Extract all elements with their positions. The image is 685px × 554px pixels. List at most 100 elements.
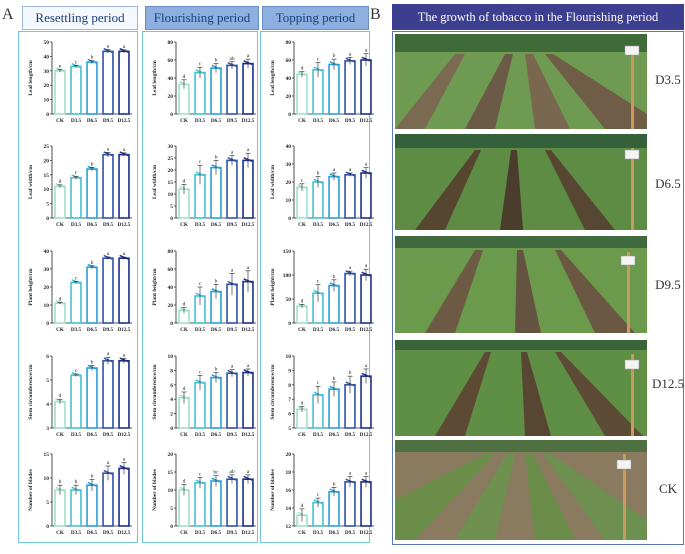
y-tick-label: 6 bbox=[170, 383, 173, 389]
y-tick-label: 50 bbox=[44, 40, 50, 46]
data-point bbox=[110, 257, 113, 260]
x-tick-label: D6.5 bbox=[211, 432, 222, 438]
y-tick-label: 20 bbox=[168, 94, 174, 100]
x-tick-label: D12.5 bbox=[242, 118, 255, 124]
data-point bbox=[201, 71, 204, 74]
data-point bbox=[110, 472, 113, 475]
y-tick-label: 15 bbox=[168, 470, 174, 476]
data-point bbox=[345, 270, 348, 273]
y-tick-label: 15 bbox=[168, 180, 174, 186]
data-point bbox=[320, 181, 323, 184]
data-point bbox=[119, 357, 122, 360]
data-point bbox=[336, 491, 339, 494]
photo-d3-5 bbox=[395, 34, 647, 129]
data-point bbox=[233, 159, 236, 162]
bar-chart: 0 5 10 15 20 25 Leaf width/cm d CK c D3.5 b D6.5 a D9.… bbox=[20, 140, 138, 241]
data-point bbox=[303, 73, 306, 76]
data-point bbox=[110, 154, 113, 157]
significance-letter: c bbox=[75, 275, 78, 281]
significance-letter: b bbox=[215, 278, 218, 284]
data-point bbox=[125, 50, 128, 53]
data-point bbox=[227, 62, 230, 64]
data-point bbox=[228, 476, 231, 479]
y-tick-label: 0 bbox=[288, 216, 291, 222]
significance-letter: b bbox=[215, 154, 218, 160]
data-point bbox=[351, 173, 354, 176]
data-point bbox=[78, 177, 81, 180]
data-point bbox=[77, 65, 80, 68]
data-point bbox=[368, 172, 371, 175]
y-tick-label: 0 bbox=[170, 321, 173, 327]
data-point bbox=[78, 282, 81, 284]
x-tick-label: CK bbox=[56, 327, 64, 333]
data-point bbox=[56, 487, 59, 490]
significance-letter: d bbox=[301, 400, 304, 406]
bar bbox=[226, 159, 238, 219]
y-tick-label: 60 bbox=[168, 58, 174, 64]
data-point bbox=[313, 66, 316, 69]
x-tick-label: D9.5 bbox=[345, 118, 356, 124]
y-tick-label: 10 bbox=[44, 476, 50, 482]
data-point bbox=[196, 69, 199, 72]
y-tick-label: 80 bbox=[168, 249, 174, 255]
significance-letter: b bbox=[91, 260, 94, 266]
y-tick-label: 0 bbox=[170, 112, 173, 118]
data-point bbox=[250, 160, 253, 162]
significance-letter: d bbox=[59, 179, 62, 185]
bar-chart: 3 4 5 6 Stem circumference/cm d CK c D3.5 b D6.5 a D… bbox=[20, 350, 138, 451]
data-point bbox=[195, 171, 198, 174]
data-point bbox=[125, 359, 128, 362]
y-tick-label: 10 bbox=[168, 488, 174, 494]
significance-letter: b bbox=[317, 171, 320, 177]
x-tick-label: D12.5 bbox=[360, 530, 373, 536]
bar bbox=[70, 489, 82, 527]
x-tick-label: CK bbox=[298, 530, 306, 536]
bar bbox=[86, 61, 98, 115]
bar bbox=[210, 376, 222, 429]
bar bbox=[242, 371, 254, 429]
data-point bbox=[320, 69, 323, 72]
data-point bbox=[336, 285, 339, 288]
data-point bbox=[335, 175, 338, 178]
data-point bbox=[320, 394, 323, 397]
y-axis-label: Stem circumference/cm bbox=[270, 364, 276, 420]
y-tick-label: 15 bbox=[44, 173, 50, 179]
column-frame-resettling bbox=[18, 31, 138, 543]
y-tick-label: 0 bbox=[46, 321, 49, 327]
y-tick-label: 20 bbox=[168, 452, 174, 458]
data-point bbox=[61, 400, 64, 403]
data-point bbox=[103, 151, 106, 154]
significance-letter: c bbox=[199, 281, 202, 287]
x-tick-label: D3.5 bbox=[71, 530, 82, 536]
significance-letter: a bbox=[247, 265, 250, 271]
x-tick-label: D12.5 bbox=[360, 118, 373, 124]
data-point bbox=[185, 396, 188, 399]
data-point bbox=[195, 379, 198, 382]
significance-letter: a bbox=[123, 457, 126, 463]
y-axis-label: Leaf width/cm bbox=[270, 165, 276, 199]
data-point bbox=[77, 489, 80, 491]
data-point bbox=[119, 254, 122, 257]
data-point bbox=[93, 61, 96, 64]
bar-chart: 0 10 20 30 40 Leaf width/cm c CK b D3.5 a D6.5 a D9.5… bbox=[262, 140, 380, 241]
bar-chart-svg: 0 5 10 15 20 25 Leaf width/cm d CK c D3.5 b D6.5 a D9.… bbox=[28, 144, 132, 228]
data-point bbox=[87, 165, 90, 168]
data-point bbox=[186, 489, 189, 492]
x-tick-label: D3.5 bbox=[313, 530, 324, 536]
x-tick-label: D6.5 bbox=[329, 118, 340, 124]
data-point bbox=[55, 183, 58, 185]
data-point bbox=[329, 488, 332, 491]
significance-letter: b bbox=[333, 376, 336, 382]
bar bbox=[118, 467, 130, 527]
x-tick-label: D6.5 bbox=[329, 222, 340, 228]
bar bbox=[344, 60, 356, 115]
data-point bbox=[250, 478, 253, 481]
data-point bbox=[180, 307, 183, 310]
x-tick-label: D3.5 bbox=[195, 432, 206, 438]
data-point bbox=[227, 475, 230, 478]
significance-letter: a bbox=[365, 363, 368, 369]
y-axis-label: Leaf width/cm bbox=[28, 165, 34, 199]
data-point bbox=[94, 168, 97, 171]
bar-chart: 0 5 10 15 20 Number of blades d CK c D3.5 bc D6.5 ab… bbox=[144, 448, 262, 549]
data-point bbox=[362, 57, 365, 60]
